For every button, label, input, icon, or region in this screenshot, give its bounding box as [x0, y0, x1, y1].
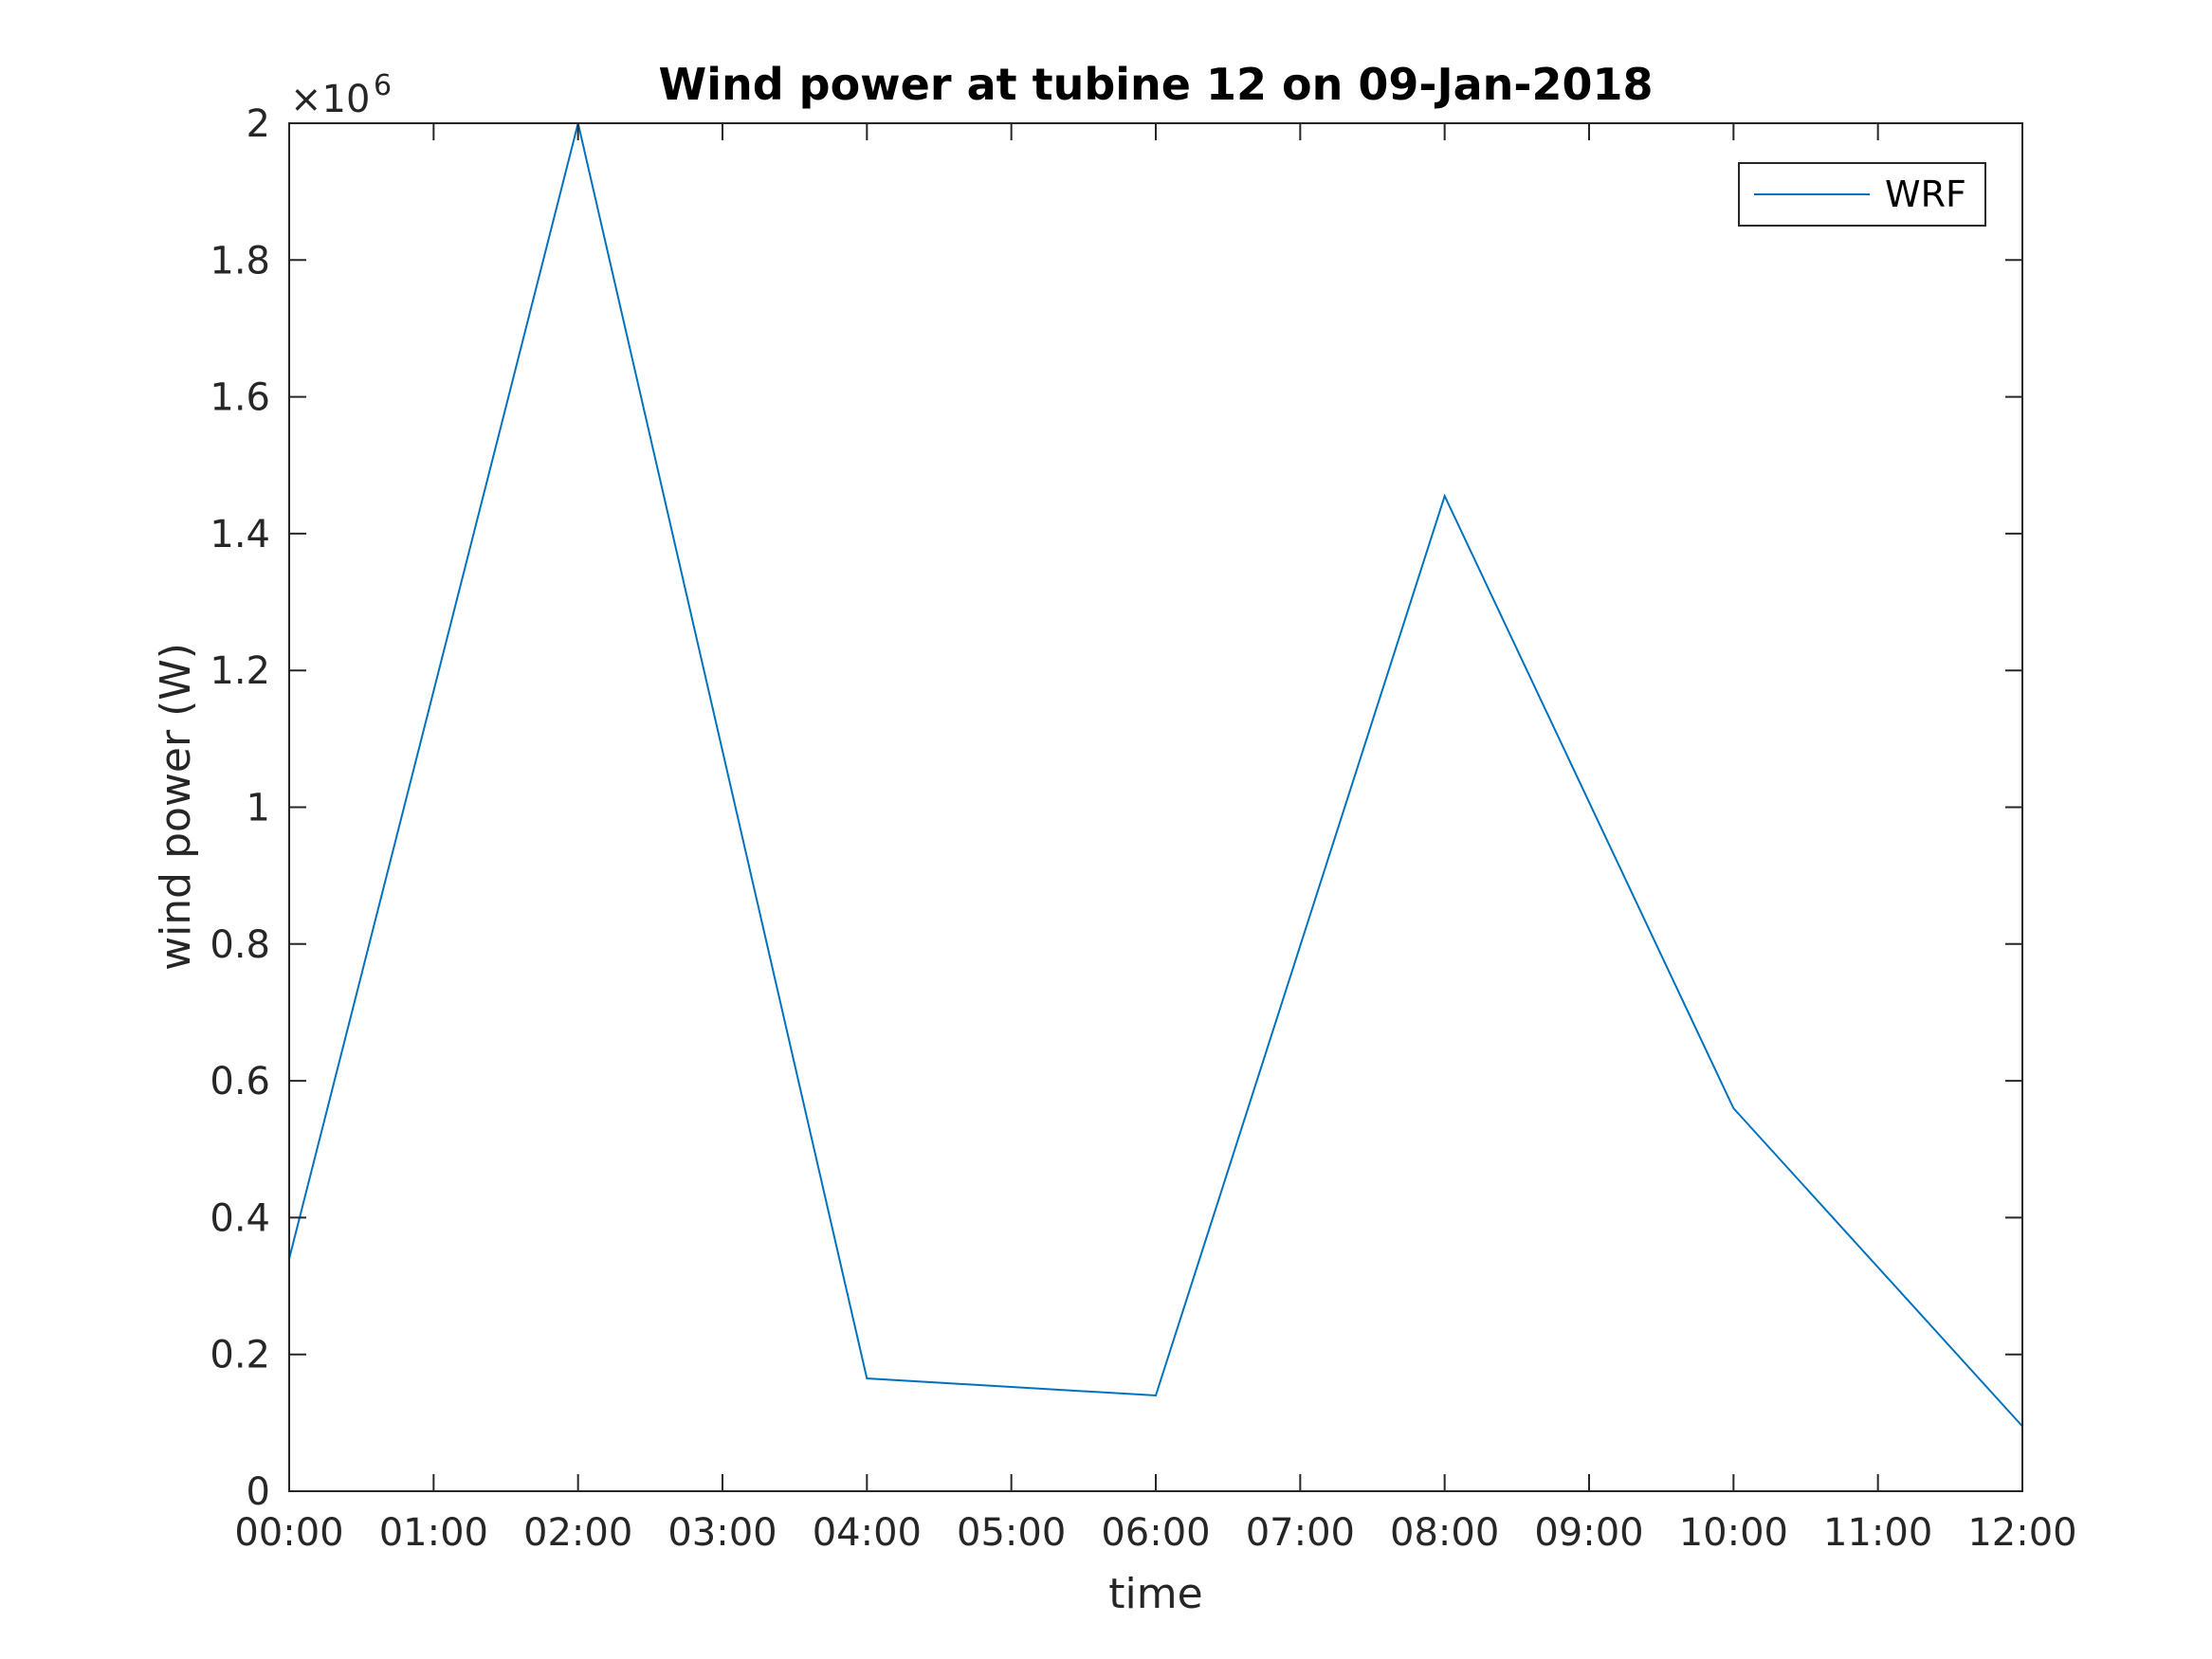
chart-title: Wind power at tubine 12 on 09-Jan-2018	[658, 59, 1653, 110]
y-tick-label: 0	[247, 1470, 270, 1514]
y-tick-label: 0.4	[210, 1196, 270, 1240]
legend-entry-label: WRF	[1885, 173, 1966, 215]
x-tick-label: 11:00	[1823, 1511, 1932, 1555]
data-point	[1732, 1107, 1735, 1109]
x-axis-label: time	[1108, 1570, 1202, 1618]
y-tick-label: 0.2	[210, 1334, 270, 1377]
x-tick-label: 05:00	[957, 1511, 1066, 1555]
x-tick-label: 09:00	[1534, 1511, 1643, 1555]
y-tick-label: 1.6	[210, 376, 270, 420]
y-tick-label: 1.4	[210, 513, 270, 556]
data-point	[1443, 495, 1446, 497]
ticks-layer: 00:00 01:00 02:00 03:00 04:00 05:00 06:00 07:00…	[210, 102, 2076, 1555]
legend: WRF	[1738, 162, 1986, 227]
x-tick-label: 10:00	[1679, 1511, 1788, 1555]
x-tick-label: 12:00	[1967, 1511, 2076, 1555]
y-tick-label: 0.8	[210, 923, 270, 967]
x-tick-label: 00:00	[234, 1511, 343, 1555]
y-tick-label: 2	[247, 102, 270, 146]
y-exponent-label: ×10 6	[290, 69, 392, 121]
y-tick-label: 1.2	[210, 649, 270, 693]
x-tick-label: 06:00	[1101, 1511, 1210, 1555]
data-point	[1155, 1395, 1157, 1396]
y-tick-label: 1.8	[210, 239, 270, 283]
y-exponent-power: 6	[374, 69, 392, 102]
y-axis-label: wind power (W)	[152, 643, 200, 971]
x-tick-label: 01:00	[379, 1511, 488, 1555]
y-tick-label: 1	[247, 787, 270, 830]
x-tick-label: 08:00	[1390, 1511, 1499, 1555]
x-tick-label: 07:00	[1246, 1511, 1355, 1555]
y-tick-label: 0.6	[210, 1060, 270, 1103]
plot-area	[289, 123, 2022, 1491]
x-tick-label: 03:00	[667, 1511, 777, 1555]
y-exponent-base: ×10	[290, 78, 370, 121]
x-tick-label: 02:00	[523, 1511, 632, 1555]
x-tick-label: 04:00	[813, 1511, 922, 1555]
data-point	[866, 1377, 868, 1379]
